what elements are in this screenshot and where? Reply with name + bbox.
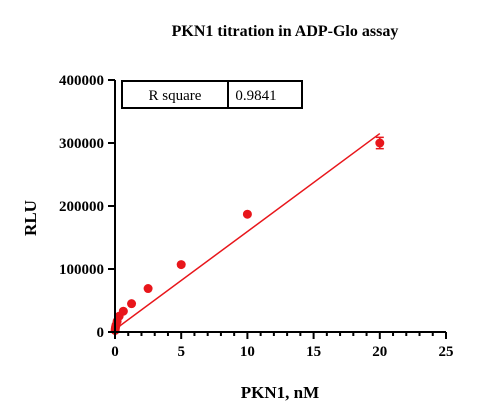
y-ticks: 0 100000 200000 300000 400000: [59, 73, 115, 341]
x-tick-label: 10: [240, 344, 255, 360]
x-axis-label: PKN1, nM: [241, 383, 319, 402]
x-tick-label: 5: [177, 344, 185, 360]
x-tick-label: 25: [439, 344, 454, 360]
data-point: [143, 284, 153, 294]
fit-line: [114, 132, 381, 331]
data-point: [127, 299, 137, 309]
y-tick-label: 200000: [59, 199, 104, 215]
x-tick-label: 15: [306, 344, 321, 360]
data-point: [176, 260, 186, 270]
r-square-label: R square: [149, 88, 202, 104]
fit-line-layer: [114, 132, 381, 331]
data-points-layer: [110, 136, 385, 335]
data-point: [242, 209, 252, 219]
r-square-box-frame: [121, 80, 303, 109]
r-square-value: 0.9841: [235, 88, 276, 104]
chart-title: PKN1 titration in ADP-Glo assay: [172, 23, 399, 40]
x-tick-label: 20: [372, 344, 387, 360]
axes: 0 5 10 15 20 25 0 100000 200000 300000 400000: [59, 73, 454, 360]
data-point: [375, 138, 385, 148]
y-tick-label: 300000: [59, 136, 104, 152]
r-square-box: R square 0.9841: [121, 80, 303, 109]
y-axis-label: RLU: [21, 200, 40, 236]
x-tick-label: 0: [111, 344, 119, 360]
y-tick-label: 0: [97, 325, 105, 341]
data-point: [118, 306, 128, 316]
y-tick-label: 400000: [59, 73, 104, 89]
x-ticks: 0 5 10 15 20 25: [111, 332, 454, 360]
y-tick-label: 100000: [59, 262, 104, 278]
